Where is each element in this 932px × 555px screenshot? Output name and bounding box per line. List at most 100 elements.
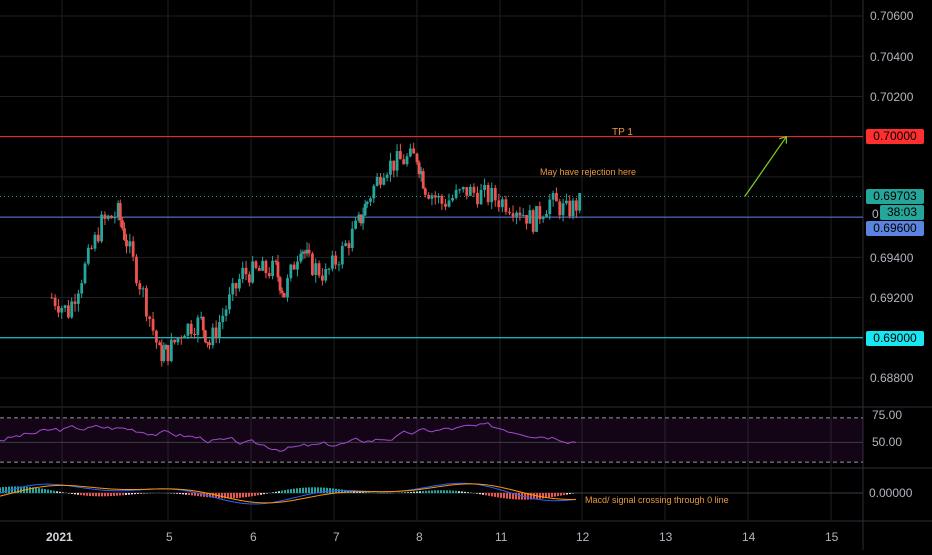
candle-body <box>386 175 389 178</box>
macd-histogram-bar <box>413 492 415 493</box>
macd-histogram-bar <box>245 493 247 497</box>
price-tick: 0.70200 <box>870 90 914 104</box>
macd-histogram-bar <box>479 493 481 494</box>
macd-histogram-bar <box>35 488 37 493</box>
candle-body <box>299 254 302 262</box>
candle-body <box>490 188 493 202</box>
macd-histogram-bar <box>299 488 301 493</box>
time-tick: 8 <box>416 530 423 544</box>
macd-histogram-bar <box>59 492 61 493</box>
macd-histogram-bar <box>314 487 316 493</box>
macd-histogram-bar <box>482 493 484 495</box>
candle-body <box>113 217 116 218</box>
candle-body <box>542 217 545 219</box>
price-tick: 0 <box>872 207 879 221</box>
rsi-layer <box>0 418 863 462</box>
macd-histogram-bar <box>95 493 97 496</box>
macd-histogram-bar <box>428 491 430 493</box>
candle-body <box>402 159 405 164</box>
candle-body <box>528 210 531 223</box>
candle-body <box>142 288 145 289</box>
candle-body <box>190 324 193 334</box>
candle-body <box>508 212 511 213</box>
candle-body <box>552 193 555 200</box>
macd-histogram-bar <box>98 493 100 496</box>
macd-histogram-bar <box>221 493 223 498</box>
macd-histogram-bar <box>80 493 82 495</box>
candle-body <box>575 200 578 210</box>
macd-histogram-bar <box>467 492 469 493</box>
tp1-annotation: TP 1 <box>612 127 633 138</box>
last-price-tag: 0.69703 <box>866 189 924 204</box>
candle-body <box>125 240 128 246</box>
candle-body <box>538 206 541 219</box>
macd-histogram-bar <box>191 493 193 495</box>
macd-histogram-bar <box>50 490 52 493</box>
candle-body <box>409 148 412 156</box>
candle-body <box>318 263 321 275</box>
macd-histogram-bar <box>449 490 451 493</box>
candle-body <box>376 177 379 186</box>
candle-body <box>77 293 80 303</box>
macd-histogram-bar <box>422 491 424 493</box>
macd-histogram-bar <box>542 493 544 498</box>
candle-body <box>87 248 90 264</box>
candle-body <box>328 269 331 270</box>
candle-body <box>314 263 317 275</box>
candle-body <box>324 269 327 281</box>
candle-body <box>427 195 430 199</box>
macd-histogram-bar <box>410 492 412 493</box>
candle-body <box>424 188 427 194</box>
candle-body <box>558 201 561 215</box>
candle-body <box>422 171 425 188</box>
macd-zero-tick: 0.00000 <box>869 486 913 500</box>
candle-body <box>331 256 334 269</box>
candle-body <box>311 254 314 275</box>
macd-histogram-bar <box>554 493 556 497</box>
macd-histogram-bar <box>443 490 445 493</box>
macd-histogram-bar <box>485 493 487 495</box>
candle-body <box>555 193 558 201</box>
candle-body <box>458 189 461 190</box>
candle-body <box>57 306 60 312</box>
price-tick: 0.68800 <box>870 371 914 385</box>
candle-body <box>132 241 135 256</box>
candle-body <box>392 161 395 171</box>
candle-body <box>382 178 385 185</box>
macd-histogram-bar <box>38 488 40 493</box>
macd-histogram-bar <box>41 489 43 493</box>
macd-histogram-bar <box>569 493 571 494</box>
candle-body <box>180 338 183 339</box>
candle-body <box>90 248 93 249</box>
candle-body <box>444 204 447 207</box>
candle-body <box>70 301 73 317</box>
time-tick: 14 <box>742 530 756 544</box>
macd-histogram-bar <box>293 489 295 493</box>
candle-body <box>412 148 415 153</box>
time-tick: 7 <box>333 530 340 544</box>
candle-body <box>100 215 103 242</box>
macd-histogram-bar <box>461 491 463 493</box>
macd-histogram-bar <box>464 492 466 493</box>
candle-body <box>155 331 158 343</box>
macd-histogram-bar <box>251 493 253 496</box>
candle-body <box>261 261 264 271</box>
candle-body <box>177 338 180 343</box>
candle-body <box>462 187 465 189</box>
macd-histogram-bar <box>266 493 268 494</box>
macd-histogram-bar <box>29 487 31 493</box>
candle-body <box>67 305 70 317</box>
candle-body <box>572 200 575 216</box>
candle-body <box>379 177 382 185</box>
macd-histogram-bar <box>308 487 310 493</box>
candle-body <box>501 199 504 207</box>
macd-histogram-bar <box>185 493 187 495</box>
candle-body <box>351 229 354 248</box>
macd-histogram-bar <box>62 492 64 493</box>
macd-histogram-bar <box>56 491 58 493</box>
candle-body <box>289 265 292 279</box>
macd-histogram-bar <box>131 493 133 494</box>
candle-body <box>258 268 261 271</box>
